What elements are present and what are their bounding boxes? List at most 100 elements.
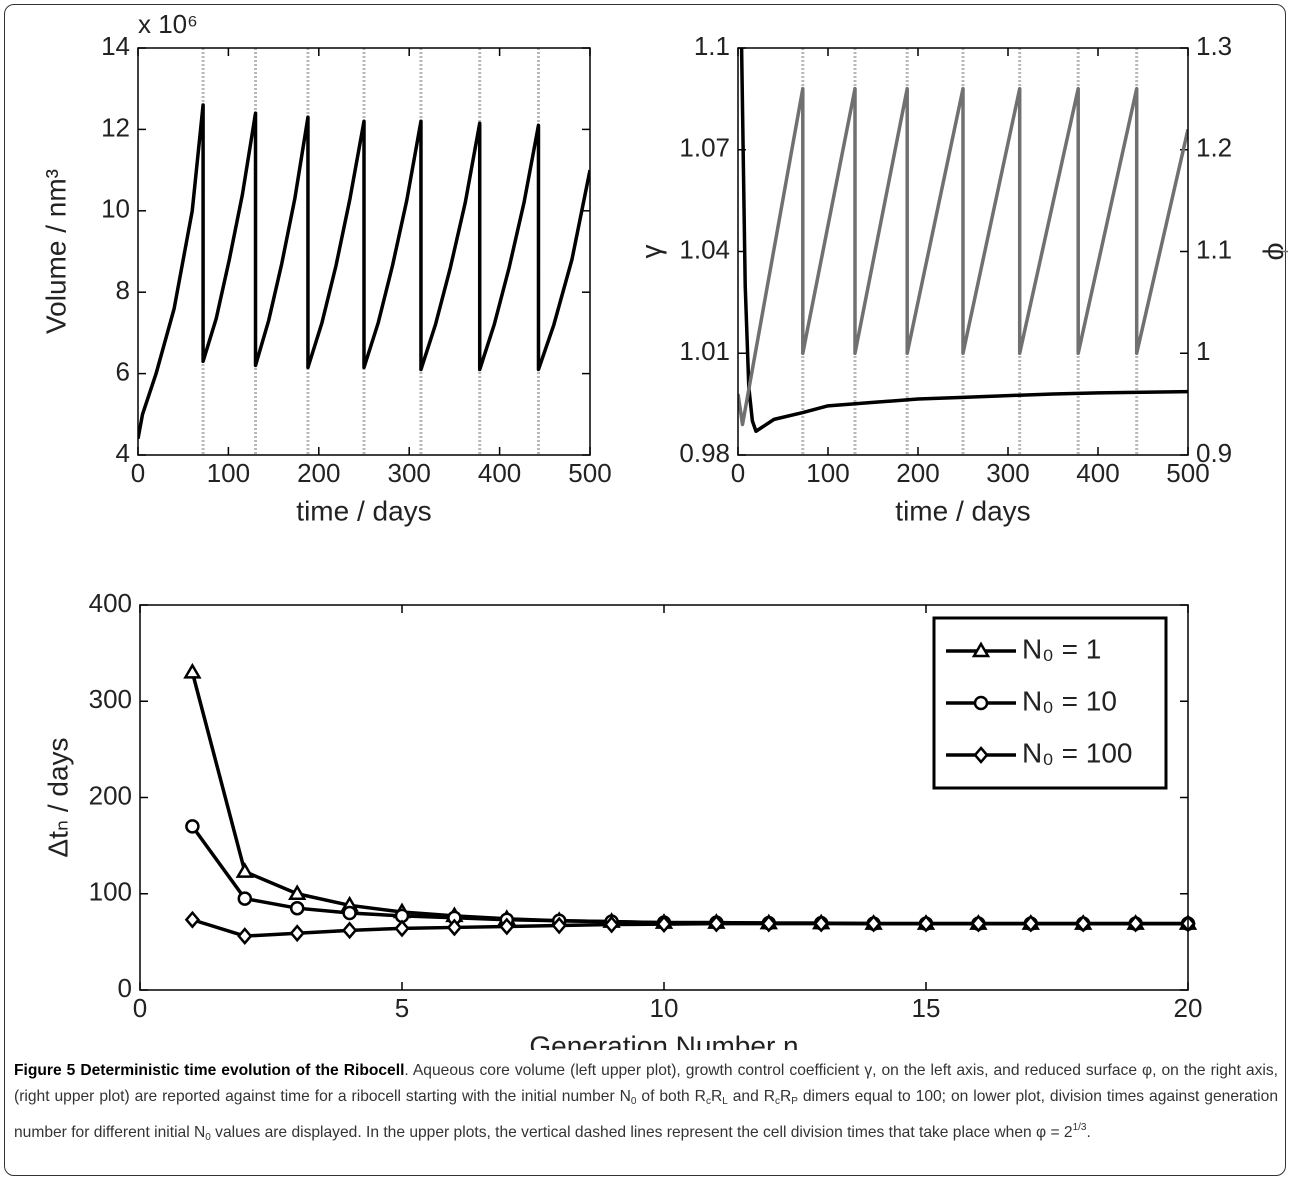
x-tick-label: 0 [731, 458, 745, 488]
y-tick-label: 0.98 [679, 438, 730, 468]
x-tick-label: 5 [395, 993, 409, 1023]
y-tick-label: 4 [116, 438, 130, 468]
caption-text: values are displayed. In the upper plots… [210, 1124, 1073, 1141]
marker [813, 914, 829, 933]
y-tick-label: 14 [101, 31, 130, 61]
x-tick-label: 200 [297, 458, 340, 488]
x-tick-label: 0 [133, 993, 147, 1023]
marker [183, 662, 202, 679]
caption-text: 1/3 [1072, 1122, 1087, 1133]
x-tick-label: 20 [1174, 993, 1203, 1023]
marker [865, 914, 882, 933]
y2-tick-label: 1.3 [1196, 31, 1232, 61]
y-tick-label: 8 [116, 275, 130, 305]
x-tick-label: 100 [207, 458, 250, 488]
legend-label: N₀ = 1 [1022, 633, 1101, 664]
marker [918, 914, 934, 933]
marker [342, 905, 357, 921]
caption-text: and R [727, 1088, 775, 1105]
y-multiplier: x 10⁶ [138, 9, 198, 39]
marker [341, 921, 358, 940]
x-tick-label: 300 [986, 458, 1029, 488]
series-line [191, 918, 1188, 938]
marker [551, 916, 567, 935]
caption-text: dimers equal to 100; on lower plot, divi… [14, 1088, 1278, 1141]
y2-axis-label: φ [1263, 242, 1293, 260]
x-tick-label: 0 [131, 458, 145, 488]
y-tick-label: 1.01 [679, 336, 730, 366]
y-tick-label: 400 [89, 588, 132, 618]
y-axis-label: Δtₙ / days [42, 737, 73, 857]
legend-label: N₀ = 10 [1022, 685, 1117, 716]
y-tick-label: 6 [116, 356, 130, 386]
x-axis-label: time / days [296, 495, 431, 526]
marker [499, 917, 515, 936]
marker [237, 927, 253, 946]
caption-text: R [779, 1088, 792, 1105]
y-axis-label: Volume / nm³ [40, 169, 71, 334]
y2-tick-label: 1.2 [1196, 133, 1232, 163]
marker [1127, 914, 1144, 933]
marker [288, 884, 307, 900]
caption-text: . [1086, 1124, 1091, 1141]
x-tick-label: 500 [1166, 458, 1209, 488]
caption-text: 0 [630, 1096, 637, 1107]
axes-frame [737, 47, 1189, 456]
marker [1023, 914, 1039, 933]
marker [708, 914, 725, 933]
y-tick-label: 300 [89, 684, 132, 714]
caption-text: P [791, 1096, 798, 1107]
caption-text: of both R [636, 1088, 706, 1105]
marker [184, 910, 201, 929]
x-tick-label: 100 [806, 458, 849, 488]
marker [761, 914, 777, 933]
caption-text: L [722, 1096, 728, 1107]
marker [394, 919, 410, 938]
y-tick-label: 10 [101, 194, 130, 224]
caption-text: c [705, 1096, 711, 1107]
y2-tick-label: 1.1 [1196, 234, 1232, 264]
x-tick-label: 400 [478, 458, 521, 488]
caption-text: R [710, 1088, 723, 1105]
x-axis-label: time / days [895, 495, 1030, 526]
y2-tick-label: 1 [1196, 336, 1210, 366]
y-tick-label: 100 [89, 877, 132, 907]
marker [289, 924, 305, 943]
y-tick-label: 1.04 [679, 234, 730, 264]
marker [1075, 914, 1091, 933]
x-tick-label: 15 [912, 993, 941, 1023]
legend-marker [971, 641, 991, 658]
marker [970, 914, 987, 933]
marker [235, 862, 254, 878]
marker [289, 900, 305, 916]
y2-tick-label: 0.9 [1196, 438, 1232, 468]
legend-marker [973, 695, 989, 711]
marker [237, 891, 253, 906]
series-line [738, 86, 1188, 427]
x-tick-label: 200 [896, 458, 939, 488]
axes-frame [139, 604, 1189, 991]
x-tick-label: 400 [1076, 458, 1119, 488]
chart: 0 100 200 300 400 500 0.98 1.01 1.04 1.07 1.1 0.9 1 1… [635, 31, 1293, 527]
legend-marker [973, 746, 989, 764]
axes-frame [137, 47, 591, 456]
y-tick-label: 12 [101, 112, 130, 142]
x-tick-label: 300 [388, 458, 431, 488]
x-tick-label: 10 [650, 993, 679, 1023]
marker [185, 819, 200, 834]
y-tick-label: 1.07 [679, 133, 730, 163]
caption-text: Figure 5 Deterministic time evolution of… [14, 1062, 405, 1079]
series-line [739, 48, 1188, 434]
marker [603, 915, 620, 934]
x-axis-label: Generation Number n [529, 1030, 798, 1050]
marker [446, 918, 463, 937]
y-tick-label: 0 [118, 973, 132, 1003]
legend-label: N₀ = 100 [1022, 737, 1132, 768]
caption-text: . Aqueous core volume (left upper plot),… [14, 1062, 1278, 1105]
y-axis-label: γ [635, 245, 666, 259]
chart: 0 100 200 300 400 500 4 6 8 10 12 14 time / days Volu… [40, 9, 611, 527]
caption-text: 0 [205, 1132, 211, 1143]
